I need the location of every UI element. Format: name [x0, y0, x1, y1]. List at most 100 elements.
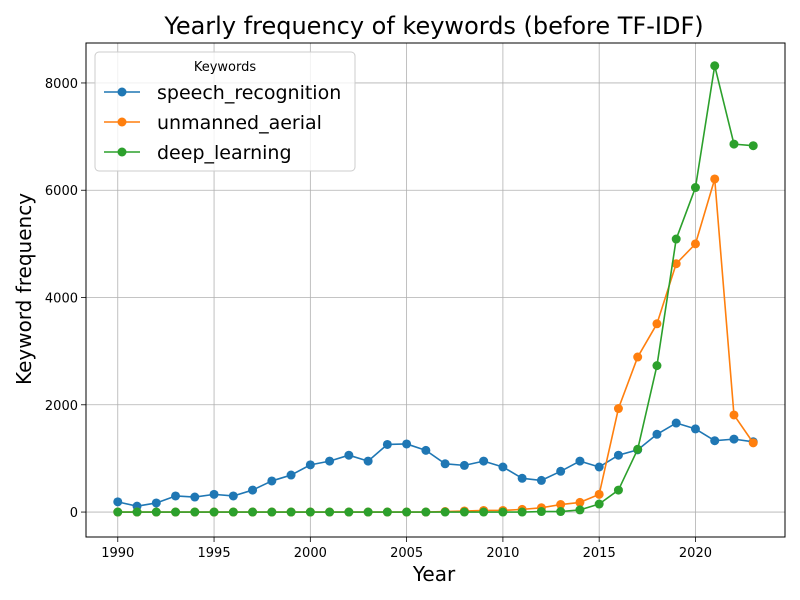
series-layer: [113, 61, 758, 517]
data-point: [248, 507, 258, 517]
legend-marker: [117, 87, 127, 97]
series-speech-recognition: [113, 418, 758, 511]
data-point: [190, 507, 200, 517]
data-point: [171, 507, 181, 517]
data-point: [421, 445, 431, 455]
data-point: [421, 507, 431, 517]
y-axis-label: Keyword frequency: [12, 193, 36, 385]
x-tick-label: 1990: [101, 546, 134, 561]
legend-title: Keywords: [194, 60, 257, 75]
data-point: [710, 174, 720, 184]
data-point: [286, 507, 296, 517]
data-point: [594, 499, 604, 509]
data-point: [286, 470, 296, 480]
data-point: [652, 319, 662, 329]
legend-entry: unmanned_aerial: [104, 112, 322, 134]
data-point: [690, 424, 700, 434]
data-point: [652, 361, 662, 371]
data-point: [498, 507, 508, 517]
data-point: [209, 507, 219, 517]
data-point: [151, 498, 161, 508]
data-point: [575, 456, 585, 466]
data-point: [305, 460, 315, 470]
y-axis-ticks: 0 2000 4000 6000 8000: [45, 77, 86, 521]
data-point: [248, 485, 258, 495]
data-point: [479, 456, 489, 466]
data-point: [440, 459, 450, 469]
x-tick-label: 1995: [198, 546, 231, 561]
y-tick-label: 8000: [45, 77, 78, 92]
data-point: [113, 507, 123, 517]
data-point: [402, 439, 412, 449]
data-point: [228, 491, 238, 501]
data-point: [613, 404, 623, 414]
data-point: [517, 473, 527, 483]
data-point: [171, 491, 181, 501]
data-point: [498, 462, 508, 472]
x-tick-label: 2005: [390, 546, 423, 561]
data-point: [729, 410, 739, 420]
x-axis-ticks: 1990 1995 2000 2005 2010 2015 2020: [101, 537, 712, 561]
data-point: [305, 507, 315, 517]
data-point: [209, 489, 219, 499]
data-point: [748, 438, 758, 448]
data-point: [190, 492, 200, 502]
data-point: [459, 460, 469, 470]
legend-marker: [117, 117, 127, 127]
data-point: [479, 507, 489, 517]
x-axis-label: Year: [412, 562, 456, 586]
data-point: [344, 507, 354, 517]
y-tick-label: 0: [70, 506, 78, 521]
x-tick-label: 2000: [294, 546, 327, 561]
data-point: [363, 456, 373, 466]
data-point: [267, 476, 277, 486]
data-point: [132, 507, 142, 517]
data-point: [228, 507, 238, 517]
y-tick-label: 2000: [45, 399, 78, 414]
data-point: [690, 239, 700, 249]
data-point: [382, 439, 392, 449]
data-point: [151, 507, 161, 517]
legend-entry: speech_recognition: [104, 82, 341, 104]
data-point: [613, 485, 623, 495]
data-point: [536, 475, 546, 485]
data-point: [748, 141, 758, 151]
data-point: [594, 462, 604, 472]
series-line: [117, 178, 754, 513]
series-deep-learning: [113, 61, 758, 517]
x-tick-label: 2015: [583, 546, 616, 561]
data-point: [575, 505, 585, 515]
data-point: [556, 466, 566, 476]
data-point: [113, 497, 123, 507]
y-tick-label: 6000: [45, 184, 78, 199]
data-point: [459, 507, 469, 517]
data-point: [402, 507, 412, 517]
series-line: [117, 422, 754, 507]
legend-label: unmanned_aerial: [157, 112, 322, 134]
legend: Keywords speech_recognition unmanned_aeri…: [94, 51, 356, 172]
plot-frame: [85, 42, 786, 538]
data-point: [729, 139, 739, 149]
x-tick-label: 2010: [486, 546, 519, 561]
legend-box: [94, 51, 356, 172]
chart-title: Yearly frequency of keywords (before TF-…: [163, 12, 703, 40]
data-point: [690, 183, 700, 193]
data-point: [363, 507, 373, 517]
data-point: [710, 436, 720, 446]
data-point: [575, 497, 585, 507]
data-point: [382, 507, 392, 517]
data-point: [594, 489, 604, 499]
data-point: [344, 450, 354, 460]
data-point: [710, 61, 720, 71]
data-point: [671, 234, 681, 244]
x-tick-label: 2020: [679, 546, 712, 561]
y-tick-label: 4000: [45, 292, 78, 307]
data-point: [536, 507, 546, 517]
data-point: [652, 429, 662, 439]
series-unmanned-aerial: [113, 174, 758, 517]
data-point: [613, 450, 623, 460]
legend-entry: deep_learning: [104, 142, 292, 164]
data-point: [440, 507, 450, 517]
data-point: [633, 444, 643, 454]
